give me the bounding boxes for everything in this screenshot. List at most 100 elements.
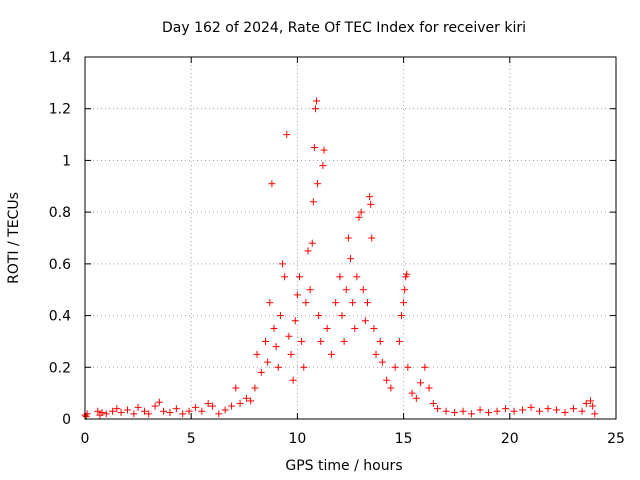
data-point bbox=[587, 397, 595, 405]
data-point bbox=[247, 397, 255, 405]
data-point bbox=[342, 286, 350, 294]
data-point bbox=[251, 384, 259, 392]
data-point bbox=[338, 312, 346, 320]
data-point bbox=[397, 312, 405, 320]
x-tick-label: 15 bbox=[395, 431, 413, 447]
data-point bbox=[425, 384, 433, 392]
data-point bbox=[236, 399, 244, 407]
data-point bbox=[376, 337, 384, 345]
data-point bbox=[313, 97, 321, 105]
data-point bbox=[274, 363, 282, 371]
data-point bbox=[476, 406, 484, 414]
data-point bbox=[344, 234, 352, 242]
data-point bbox=[372, 350, 380, 358]
data-point bbox=[404, 363, 412, 371]
data-point bbox=[317, 337, 325, 345]
data-point bbox=[519, 406, 527, 414]
data-point bbox=[327, 350, 335, 358]
data-point bbox=[578, 407, 586, 415]
data-point bbox=[502, 405, 510, 413]
data-point bbox=[232, 384, 240, 392]
data-point bbox=[468, 410, 476, 418]
x-tick-label: 25 bbox=[607, 431, 625, 447]
data-point bbox=[257, 368, 265, 376]
data-point bbox=[367, 200, 375, 208]
data-point bbox=[155, 398, 163, 406]
data-point bbox=[242, 394, 250, 402]
data-point bbox=[370, 325, 378, 332]
chart-title: Day 162 of 2024, Rate Of TEC Index for r… bbox=[162, 20, 526, 36]
data-point bbox=[400, 299, 408, 307]
data-point bbox=[429, 399, 437, 407]
data-point bbox=[306, 286, 314, 294]
data-point bbox=[383, 376, 391, 384]
data-point bbox=[179, 410, 187, 418]
data-point bbox=[285, 332, 293, 340]
data-point bbox=[276, 312, 284, 320]
data-point bbox=[366, 193, 374, 201]
data-point bbox=[293, 291, 301, 299]
data-point bbox=[319, 162, 327, 170]
data-point bbox=[102, 410, 110, 418]
data-point bbox=[221, 406, 229, 414]
data-point bbox=[591, 410, 599, 418]
data-point bbox=[417, 379, 425, 387]
data-point bbox=[215, 410, 223, 418]
data-point bbox=[291, 317, 299, 325]
data-point bbox=[151, 402, 159, 410]
data-point bbox=[109, 407, 117, 415]
y-tick-label: 1.4 bbox=[49, 50, 71, 66]
data-point bbox=[510, 407, 518, 415]
data-point bbox=[401, 286, 409, 294]
data-point bbox=[527, 403, 535, 411]
data-point bbox=[544, 405, 552, 413]
y-tick-label: 0.8 bbox=[49, 205, 71, 221]
data-point bbox=[340, 337, 348, 345]
data-point bbox=[309, 198, 317, 206]
y-tick-label: 1 bbox=[62, 153, 71, 169]
data-point bbox=[561, 409, 569, 417]
data-point bbox=[140, 407, 148, 415]
data-point bbox=[570, 405, 578, 413]
data-point bbox=[185, 407, 193, 415]
data-point bbox=[289, 376, 297, 384]
data-point bbox=[117, 409, 125, 417]
data-point bbox=[387, 384, 395, 392]
data-point bbox=[287, 350, 295, 358]
data-point bbox=[421, 363, 429, 371]
data-point bbox=[395, 337, 403, 345]
data-point bbox=[304, 247, 312, 255]
data-point bbox=[264, 358, 272, 366]
data-point bbox=[302, 299, 310, 307]
data-point bbox=[361, 317, 369, 325]
data-point bbox=[349, 299, 357, 307]
y-tick-label: 0.4 bbox=[49, 309, 71, 325]
data-point bbox=[204, 399, 212, 407]
data-point bbox=[298, 337, 306, 345]
data-point bbox=[130, 410, 138, 418]
data-point bbox=[359, 286, 367, 294]
data-point bbox=[160, 407, 168, 415]
data-point bbox=[279, 260, 287, 268]
data-point bbox=[208, 402, 216, 410]
data-points bbox=[81, 97, 599, 420]
axis-ticks: 0 5 10 15 20 25 0 0.2 0.4 0.6 0.8 1 1.2 1.4 bbox=[49, 50, 625, 447]
data-point bbox=[451, 409, 459, 417]
x-tick-label: 20 bbox=[501, 431, 519, 447]
data-point bbox=[266, 299, 274, 307]
data-point bbox=[296, 273, 304, 281]
data-point bbox=[442, 407, 450, 415]
data-point bbox=[268, 180, 276, 188]
data-point bbox=[262, 337, 270, 345]
data-point bbox=[434, 405, 442, 413]
data-point bbox=[485, 409, 493, 417]
data-point bbox=[355, 213, 363, 221]
data-point bbox=[589, 402, 597, 410]
data-point bbox=[113, 405, 121, 413]
data-point bbox=[310, 144, 318, 151]
x-tick-label: 5 bbox=[187, 431, 196, 447]
data-point bbox=[378, 358, 386, 366]
data-point bbox=[272, 343, 280, 351]
data-point bbox=[98, 409, 106, 417]
